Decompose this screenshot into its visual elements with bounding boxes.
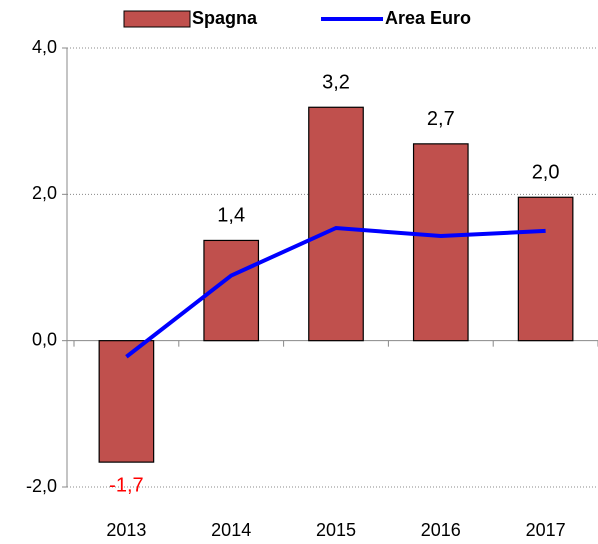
bar — [308, 106, 364, 342]
data-label: 2,0 — [532, 162, 560, 184]
y-tick-label: 0,0 — [32, 329, 57, 349]
bar — [517, 196, 574, 342]
legend-label: Area Euro — [385, 8, 471, 28]
x-tick-label: 2017 — [526, 520, 566, 540]
legend-label: Spagna — [192, 8, 258, 28]
y-tick-label: 4,0 — [32, 37, 57, 57]
x-tick-label: 2016 — [421, 520, 461, 540]
y-tick-label: -2,0 — [26, 476, 57, 496]
y-tick-label: 2,0 — [32, 183, 57, 203]
line — [125, 225, 546, 359]
legend-swatch — [123, 10, 191, 28]
bar — [412, 143, 469, 342]
bar — [98, 340, 155, 463]
data-label: 2,7 — [427, 108, 455, 130]
x-tick-label: 2014 — [211, 520, 251, 540]
data-label: 3,2 — [322, 72, 350, 94]
x-tick-label: 2013 — [106, 520, 146, 540]
data-label: -1,7 — [109, 474, 143, 496]
x-tick-label: 2015 — [316, 520, 356, 540]
data-label: 1,4 — [217, 205, 245, 227]
